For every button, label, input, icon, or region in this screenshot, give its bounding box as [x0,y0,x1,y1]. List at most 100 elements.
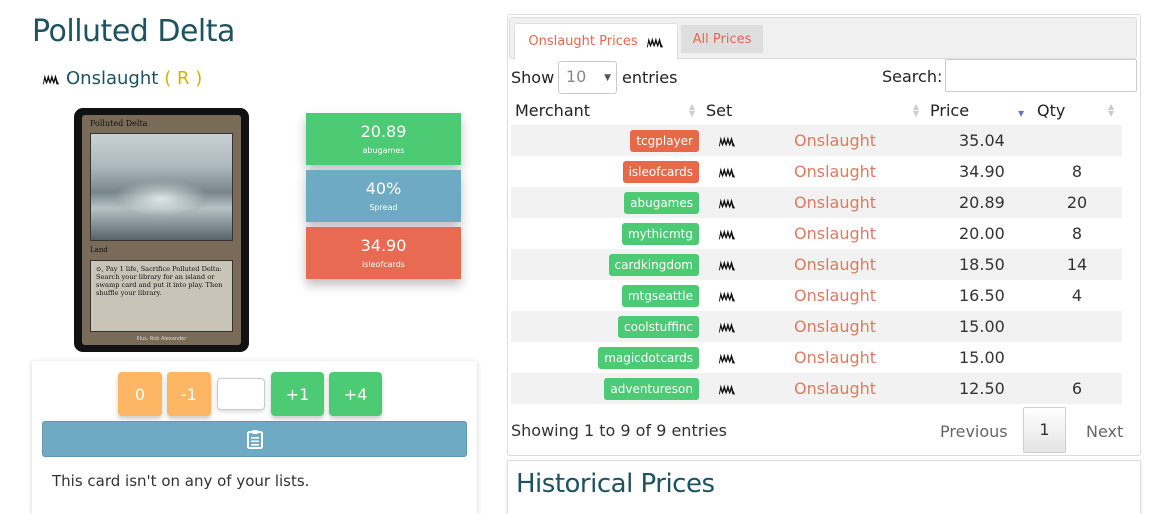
list-status-message: This card isn't on any of your lists. [52,472,310,490]
pagination-page-1[interactable]: 1 [1023,407,1066,453]
search-label: Search: [882,67,943,86]
onslaught-set-icon [718,167,736,178]
table-row: isleofcards Onslaught 34.90 8 [511,156,1122,187]
merchant-link[interactable]: adventureson [604,378,699,400]
price-cell: 34.90 [959,162,1005,181]
tab-set-prices[interactable]: Onslaught Prices [514,23,678,59]
tab-all-prices[interactable]: All Prices [681,25,763,53]
highest-price-value: 34.90 [360,236,407,255]
pagination-previous[interactable]: Previous [940,422,1008,441]
merchant-link[interactable]: mtgseattle [621,285,699,307]
card-art [90,133,233,241]
onslaught-set-icon [718,384,736,395]
pagination-next[interactable]: Next [1086,422,1124,441]
quantity-input[interactable] [217,378,265,410]
card-image: Polluted Delta Land ⊙, Pay 1 life, Sacri… [74,108,249,352]
set-link[interactable]: Onslaught [794,255,877,274]
card-image-type: Land [90,246,108,254]
price-cell: 15.00 [959,317,1005,336]
entries-label: entries [622,68,678,87]
set-link[interactable]: Onslaught [794,131,877,150]
set-link[interactable]: Onslaught [794,224,877,243]
clipboard-icon [246,430,263,449]
table-row: abugames Onslaught 20.89 20 [511,187,1122,218]
price-cell: 15.00 [959,348,1005,367]
table-row: cardkingdom Onslaught 18.50 14 [511,249,1122,280]
column-header-qty[interactable]: Qty [1037,101,1066,120]
qty-cell: 6 [1071,379,1083,398]
sort-desc-icon: ▲ ▼ [1018,102,1025,118]
merchant-link[interactable]: cardkingdom [608,254,699,276]
historical-prices-title: Historical Prices [516,469,715,499]
search-input[interactable] [945,59,1137,92]
set-link[interactable]: Onslaught [794,348,877,367]
spread-box: 40% Spread [306,170,461,222]
plus-one-button[interactable]: +1 [271,372,324,416]
set-link[interactable]: Onslaught [794,379,877,398]
onslaught-set-icon [718,322,736,333]
table-info: Showing 1 to 9 of 9 entries [511,421,727,440]
merchant-link[interactable]: abugames [624,192,699,214]
card-title: Polluted Delta [32,14,235,49]
show-label: Show [511,68,555,87]
table-row: magicdotcards Onslaught 15.00 [511,342,1122,373]
set-link[interactable]: Onslaught [794,286,877,305]
qty-cell: 14 [1066,255,1088,274]
price-cell: 12.50 [959,379,1005,398]
minus-one-button[interactable]: -1 [167,372,211,416]
historical-prices-panel [507,460,1141,514]
set-zero-button[interactable]: 0 [118,372,162,416]
sort-icon: ▲ ▼ [913,102,920,118]
merchant-link[interactable]: coolstuffinc [618,316,699,338]
highest-price-box: 34.90 isleofcards [306,227,461,279]
add-to-list-button[interactable] [42,421,467,457]
onslaught-set-icon [718,229,736,240]
card-image-footer: Illus. Rob Alexander [136,336,187,342]
sort-icon: ▲ ▼ [689,102,696,118]
price-cell: 35.04 [959,131,1005,150]
onslaught-set-icon [718,291,736,302]
set-link[interactable]: Onslaught [794,317,877,336]
onslaught-set-icon [718,198,736,209]
price-cell: 18.50 [959,255,1005,274]
qty-cell: 4 [1071,286,1083,305]
column-header-set[interactable]: Set [706,101,733,120]
qty-cell: 8 [1071,224,1083,243]
lowest-price-value: 20.89 [360,122,407,141]
set-link[interactable]: Onslaught [794,162,877,181]
table-row: mtgseattle Onslaught 16.50 4 [511,280,1122,311]
merchant-link[interactable]: isleofcards [622,161,699,183]
page-size-value: 10 [566,67,587,86]
table-row: mythicmtg Onslaught 20.00 8 [511,218,1122,249]
onslaught-set-icon [646,37,663,47]
spread-value: 40% [365,179,402,198]
set-link[interactable]: Onslaught [794,193,877,212]
merchant-link[interactable]: mythicmtg [621,223,699,245]
chevron-down-icon: ▼ [604,73,611,83]
table-row: coolstuffinc Onslaught 15.00 [511,311,1122,342]
price-cell: 16.50 [959,286,1005,305]
spread-label: Spread [369,203,398,212]
merchant-link[interactable]: magicdotcards [598,347,699,369]
page-size-select[interactable]: 10 ▼ [558,61,617,94]
onslaught-set-icon [718,260,736,271]
card-image-text: ⊙, Pay 1 life, Sacrifice Polluted Delta:… [90,260,233,332]
sort-icon: ▲ ▼ [1108,102,1115,118]
merchant-link[interactable]: tcgplayer [630,130,699,152]
column-header-merchant[interactable]: Merchant [515,101,591,120]
highest-price-merchant: isleofcards [362,260,405,269]
onslaught-set-icon [42,74,60,84]
onslaught-set-icon [718,353,736,364]
tab-set-prices-label: Onslaught Prices [528,34,638,49]
price-cell: 20.89 [959,193,1005,212]
lowest-price-box: 20.89 abugames [306,113,461,165]
plus-four-button[interactable]: +4 [329,372,382,416]
qty-cell: 8 [1071,162,1083,181]
onslaught-set-icon [718,136,736,147]
column-header-price[interactable]: Price [930,101,970,120]
quantity-controls: 0 -1 +1 +4 [118,372,382,416]
lowest-price-merchant: abugames [362,146,405,155]
set-name-link[interactable]: Onslaught [66,68,159,89]
set-line: Onslaught ( R ) [42,68,202,89]
table-row: adventureson Onslaught 12.50 6 [511,373,1122,404]
